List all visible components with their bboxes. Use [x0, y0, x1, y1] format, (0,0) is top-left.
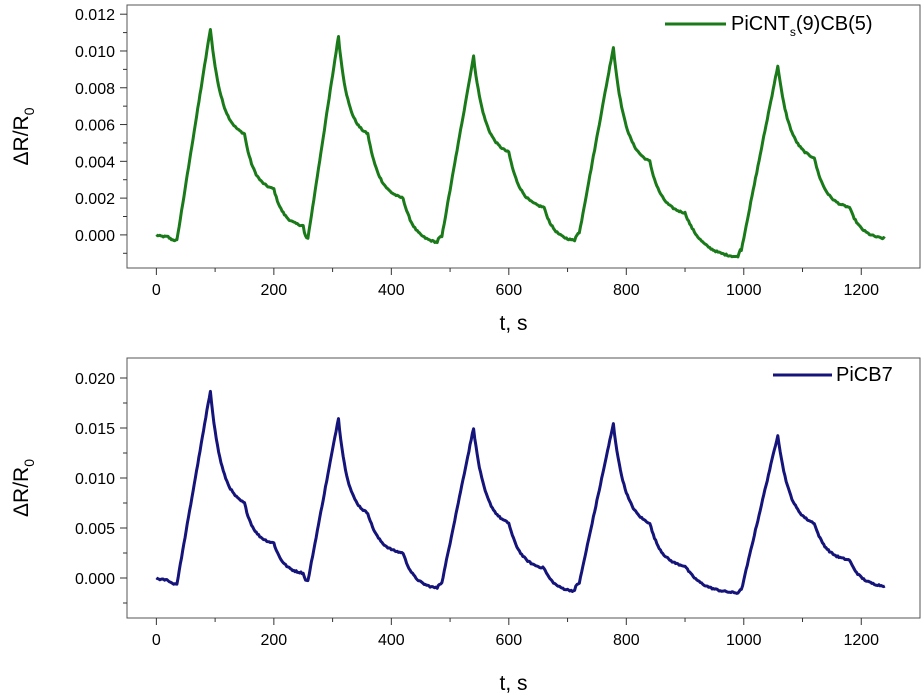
legend-label: PiCNTs(9)CB(5) — [731, 13, 873, 39]
x-tick-label: 1000 — [726, 282, 762, 299]
plot-frame — [126, 357, 921, 619]
x-tick-label: 0 — [152, 632, 161, 649]
y-axis-title: ΔR/R0 — [10, 459, 37, 517]
y-tick-label: 0.010 — [75, 44, 115, 61]
x-tick-label: 1200 — [843, 282, 879, 299]
x-axis-title: t, s — [499, 312, 527, 335]
chart-panel-2: 0 200 400 600 800 1000 1200 0.000 0.005 0.010 0.01… — [10, 357, 921, 695]
x-tick-label: 800 — [613, 632, 640, 649]
y-axis-title: ΔR/R0 — [10, 107, 37, 165]
y-tick-label: 0.020 — [75, 371, 115, 388]
y-tick-label: 0.008 — [75, 81, 115, 98]
y-tick-label: 0.005 — [75, 521, 115, 538]
y-tick-label: 0.006 — [75, 118, 115, 135]
series-line-1 — [155, 389, 886, 595]
y-tick-label: 0.000 — [75, 571, 115, 588]
x-axis-title: t, s — [499, 672, 527, 695]
x-tick-label: 400 — [378, 632, 405, 649]
x-tick-label: 800 — [613, 282, 640, 299]
x-tick-label: 1000 — [726, 632, 762, 649]
y-tick-label: 0.015 — [75, 421, 115, 438]
x-tick-label: 600 — [495, 282, 522, 299]
legend-label: PiCB7 — [836, 364, 893, 386]
y-tick-label: 0.000 — [75, 228, 115, 245]
chart-panel-1: 0 200 400 600 800 1000 1200 0.000 0.002 0.004 0.00… — [10, 4, 921, 335]
y-tick-label: 0.002 — [75, 191, 115, 208]
series-line-1 — [155, 28, 886, 259]
y-tick-label: 0.012 — [75, 7, 115, 24]
x-tick-label: 400 — [378, 282, 405, 299]
y-tick-label: 0.010 — [75, 471, 115, 488]
x-tick-label: 200 — [261, 282, 288, 299]
plot-frame — [126, 4, 921, 269]
x-tick-label: 600 — [495, 632, 522, 649]
y-tick-label: 0.004 — [75, 154, 115, 171]
x-tick-label: 200 — [261, 632, 288, 649]
x-tick-label: 0 — [152, 282, 161, 299]
x-tick-label: 1200 — [843, 632, 879, 649]
